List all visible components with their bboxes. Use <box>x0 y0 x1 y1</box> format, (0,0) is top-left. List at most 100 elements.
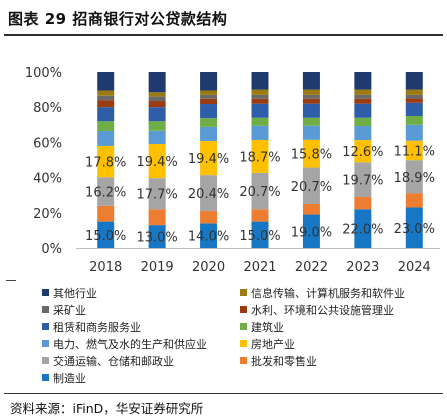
bar-segment <box>200 98 218 105</box>
legend-item: 建筑业 <box>240 321 284 335</box>
bar-segment <box>251 139 269 173</box>
legend-item: 采矿业 <box>42 304 86 318</box>
legend-label: 制造业 <box>53 372 86 385</box>
bar-segment <box>302 125 320 140</box>
bar-segment <box>148 225 166 248</box>
legend-item: 其他行业 <box>42 287 97 301</box>
bar-segment <box>251 209 269 222</box>
bar-segment <box>97 72 115 91</box>
legend-label: 电力、燃气及水的生产和供应业 <box>53 338 207 351</box>
figure-title: 图表 29 招商银行对公贷款结构 <box>8 10 228 28</box>
x-tick-label: 2018 <box>89 260 122 275</box>
bar-segment <box>97 90 115 96</box>
bar-segment <box>97 205 115 222</box>
legend-item: 制造业 <box>42 372 86 386</box>
bar-segment <box>148 130 166 144</box>
legend-item: 电力、燃气及水的生产和供应业 <box>42 338 207 352</box>
legend-item: 租赁和商务服务业 <box>42 321 141 335</box>
legend-swatch <box>42 340 49 347</box>
bar-segment <box>302 167 320 204</box>
y-tick-label: 0% <box>41 242 62 257</box>
bar-segment <box>354 196 372 210</box>
data-label: 20.7% <box>291 180 332 195</box>
bar-segment <box>405 89 423 95</box>
y-tick-label: 40% <box>33 172 62 187</box>
bar-segment <box>251 117 269 126</box>
stacked-bar-chart: 0%20%40%60%80%100% 15.0%16.2%17.8%13.0%1… <box>25 66 440 275</box>
bar-segment <box>405 160 423 194</box>
bar-segment <box>200 72 218 91</box>
bar-segment <box>354 72 372 90</box>
legend-label: 其他行业 <box>53 287 97 300</box>
frame-mark <box>6 280 16 281</box>
bar-segment <box>405 94 423 99</box>
legend-item: 批发和零售业 <box>240 355 317 369</box>
data-label: 17.8% <box>85 156 126 171</box>
bar-segment <box>354 140 372 163</box>
bar-segment <box>200 104 218 119</box>
bar-segment <box>354 117 372 127</box>
data-label: 16.2% <box>85 186 126 201</box>
bar-segment <box>251 89 269 95</box>
legend-label: 房地产业 <box>251 338 295 351</box>
title-divider <box>4 34 443 36</box>
bar-segment <box>405 193 423 208</box>
data-label: 18.9% <box>394 171 435 186</box>
x-tick-label: 2023 <box>346 260 379 275</box>
legend-item: 交通运输、仓储和邮政业 <box>42 355 174 369</box>
x-tick-label: 2020 <box>192 260 225 275</box>
bar-segment <box>405 140 423 161</box>
y-tick-label: 80% <box>33 101 62 116</box>
data-label: 15.8% <box>291 148 332 163</box>
bar-segment <box>97 121 115 131</box>
data-label: 15.0% <box>85 229 126 244</box>
bar-segment <box>354 98 372 104</box>
legend-swatch <box>42 357 49 364</box>
bar-segment <box>405 102 423 116</box>
x-tick-label: 2021 <box>243 260 276 275</box>
data-label: 19.7% <box>342 174 383 189</box>
bar-segment <box>200 90 218 95</box>
data-label: 20.4% <box>188 187 229 202</box>
bar-segment <box>251 125 269 140</box>
bar-segment <box>148 72 166 93</box>
bar-segment <box>148 178 166 210</box>
source-note: 资料来源：iFinD，华安证券研究所 <box>10 401 204 416</box>
y-tick-label: 60% <box>33 136 62 151</box>
bar-segment <box>97 145 115 178</box>
bar-segment <box>302 214 320 248</box>
data-label: 14.0% <box>188 230 229 245</box>
legend-swatch <box>42 374 49 381</box>
bar-segment <box>148 96 166 102</box>
source-divider <box>4 393 443 394</box>
legend-swatch <box>240 357 247 364</box>
bar-segment <box>302 117 320 126</box>
legend-item: 房地产业 <box>240 338 295 352</box>
data-label: 13.0% <box>136 231 177 246</box>
bar-segment <box>251 72 269 90</box>
bar-segment <box>200 94 218 99</box>
bar-segment <box>97 107 115 122</box>
x-tick-label: 2024 <box>398 260 431 275</box>
bar-segment <box>354 162 372 197</box>
bar-segment <box>354 103 372 118</box>
bar-segment <box>97 95 115 101</box>
bar-segment <box>405 72 423 90</box>
bar-segment <box>405 116 423 125</box>
bar-segment <box>302 89 320 95</box>
bar-segment <box>148 92 166 97</box>
bar-segment <box>405 207 423 248</box>
bar-segment <box>148 209 166 226</box>
bar-segment <box>354 209 372 248</box>
data-label: 22.0% <box>342 223 383 238</box>
bar-segment <box>200 223 218 248</box>
bar-segment <box>302 139 320 168</box>
bar-segment <box>354 126 372 141</box>
bar-segment <box>354 89 372 95</box>
legend-swatch <box>240 340 247 347</box>
legend-label: 采矿业 <box>53 304 86 317</box>
x-tick-label: 2022 <box>295 260 328 275</box>
legend-label: 建筑业 <box>251 321 284 334</box>
bar-segment <box>302 72 320 90</box>
bar-segment <box>302 103 320 118</box>
